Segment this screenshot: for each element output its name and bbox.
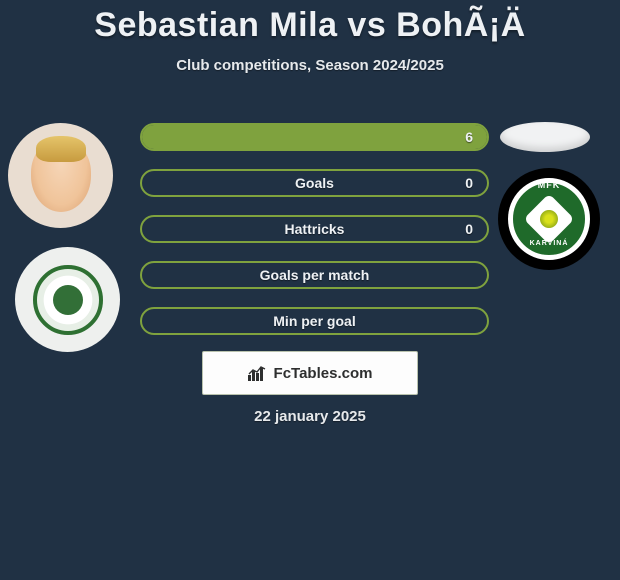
- right-club-badge: MFK KARVINÁ: [498, 168, 600, 270]
- right-club-bottom-label: KARVINÁ: [513, 240, 585, 247]
- stat-bar-label: Goals per match: [260, 267, 370, 283]
- stat-bar-fill: [142, 125, 487, 149]
- stat-bar-right-value: 0: [465, 221, 473, 237]
- page-title: Sebastian Mila vs BohÃ¡Ä: [0, 0, 620, 45]
- site-logo: FcTables.com: [202, 351, 418, 395]
- stat-bar: Hattricks 0: [140, 215, 489, 243]
- right-club-top-label: MFK: [513, 180, 585, 190]
- face-placeholder: [31, 140, 91, 212]
- stat-bar-label: Goals: [295, 175, 334, 191]
- stat-bar: Goals per match: [140, 261, 489, 289]
- stat-bar: Goals 0: [140, 169, 489, 197]
- left-player-avatar: [8, 123, 113, 228]
- stat-bar-label: Min per goal: [273, 313, 355, 329]
- bar-chart-icon: [248, 365, 268, 381]
- stat-bar-label: Hattricks: [285, 221, 345, 237]
- page-subtitle: Club competitions, Season 2024/2025: [0, 57, 620, 74]
- left-club-badge: [15, 247, 120, 352]
- site-logo-text: FcTables.com: [274, 365, 373, 382]
- stat-bar: Min per goal: [140, 307, 489, 335]
- right-player-avatar: [500, 122, 590, 152]
- stat-bar-right-value: 0: [465, 175, 473, 191]
- date-label: 22 january 2025: [0, 408, 620, 425]
- stat-bars: Matches6 Goals 0 Hattricks 0 Goals per match M…: [140, 123, 489, 353]
- stat-bar-right-value: 6: [465, 129, 473, 145]
- stat-bar: Matches6: [140, 123, 489, 151]
